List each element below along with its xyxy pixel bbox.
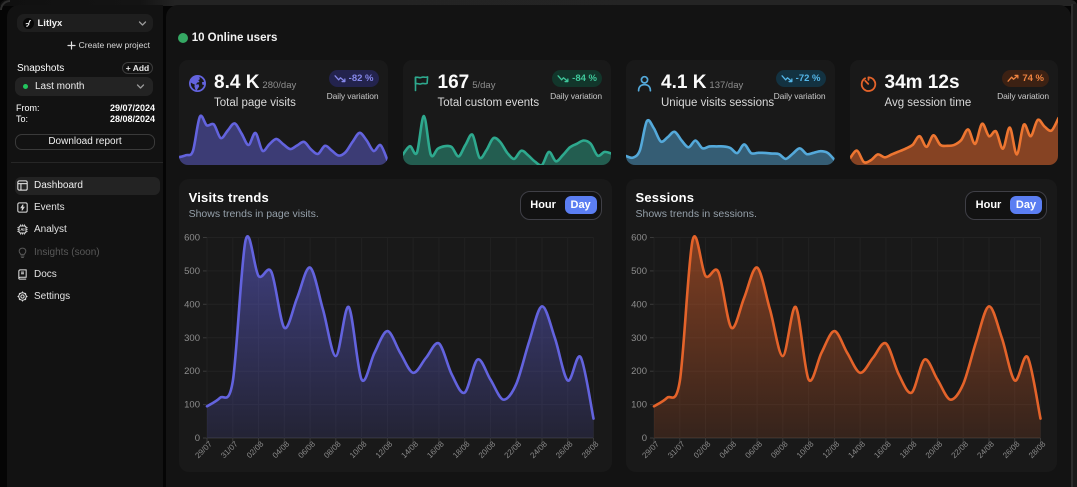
svg-text:02/08: 02/08 — [244, 439, 265, 460]
svg-text:14/08: 14/08 — [846, 439, 867, 460]
svg-text:0: 0 — [641, 433, 646, 444]
svg-text:28/08: 28/08 — [579, 439, 600, 460]
svg-text:300: 300 — [631, 332, 647, 343]
svg-text:0: 0 — [194, 433, 199, 444]
svg-text:04/08: 04/08 — [270, 439, 291, 460]
svg-text:28/08: 28/08 — [1026, 439, 1047, 460]
svg-text:24/08: 24/08 — [975, 439, 996, 460]
svg-text:10/08: 10/08 — [348, 439, 369, 460]
svg-text:24/08: 24/08 — [528, 439, 549, 460]
svg-text:14/08: 14/08 — [399, 439, 420, 460]
svg-text:600: 600 — [184, 232, 200, 243]
svg-text:600: 600 — [631, 232, 647, 243]
svg-text:100: 100 — [631, 399, 647, 410]
svg-text:18/08: 18/08 — [451, 439, 472, 460]
svg-text:22/08: 22/08 — [502, 439, 523, 460]
svg-text:200: 200 — [184, 366, 200, 377]
svg-text:12/08: 12/08 — [373, 439, 394, 460]
svg-text:200: 200 — [631, 366, 647, 377]
svg-text:20/08: 20/08 — [923, 439, 944, 460]
svg-text:16/08: 16/08 — [872, 439, 893, 460]
svg-text:06/08: 06/08 — [296, 439, 317, 460]
svg-text:31/07: 31/07 — [219, 439, 240, 460]
svg-text:20/08: 20/08 — [476, 439, 497, 460]
svg-text:08/08: 08/08 — [322, 439, 343, 460]
svg-text:02/08: 02/08 — [691, 439, 712, 460]
svg-text:26/08: 26/08 — [1001, 439, 1022, 460]
svg-text:10/08: 10/08 — [794, 439, 815, 460]
svg-text:31/07: 31/07 — [666, 439, 687, 460]
svg-text:AI: AI — [20, 227, 24, 232]
svg-text:12/08: 12/08 — [820, 439, 841, 460]
svg-text:06/08: 06/08 — [743, 439, 764, 460]
svg-text:18/08: 18/08 — [898, 439, 919, 460]
svg-text:100: 100 — [184, 399, 200, 410]
svg-text:08/08: 08/08 — [769, 439, 790, 460]
svg-text:500: 500 — [631, 265, 647, 276]
svg-text:400: 400 — [631, 299, 647, 310]
svg-text:26/08: 26/08 — [554, 439, 575, 460]
svg-text:16/08: 16/08 — [425, 439, 446, 460]
svg-text:04/08: 04/08 — [717, 439, 738, 460]
svg-text:500: 500 — [184, 265, 200, 276]
svg-text:300: 300 — [184, 332, 200, 343]
svg-text:400: 400 — [184, 299, 200, 310]
svg-text:22/08: 22/08 — [949, 439, 970, 460]
